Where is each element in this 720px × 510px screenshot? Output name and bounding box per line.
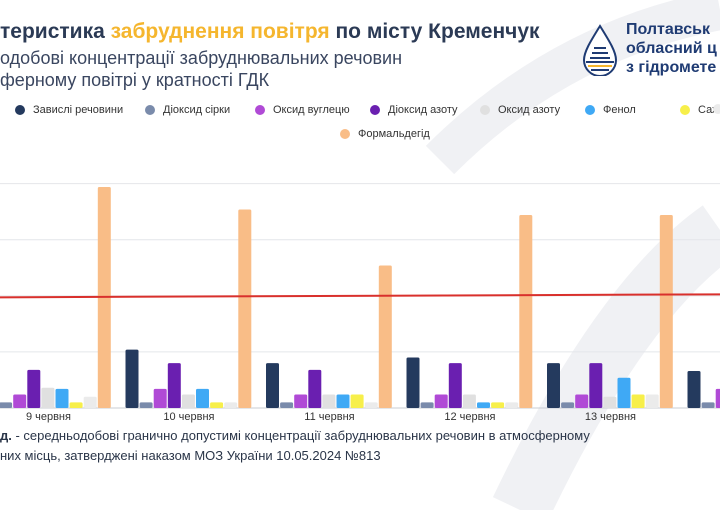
footnote-abbr: д. (0, 428, 12, 443)
limit-line (0, 293, 720, 299)
legend-swatch (145, 105, 155, 115)
subtitle-line-1: одобові концентрації забруднювальних реч… (0, 48, 403, 68)
bar-Оксид азоту (181, 394, 195, 408)
x-tick-label: 13 червня (585, 411, 636, 423)
bar-series-7 (364, 402, 378, 408)
org-name-line-1: Полтавськ (626, 21, 710, 38)
bar-Сажа (69, 402, 83, 408)
bar-Формальдегід (238, 209, 252, 408)
bar-Оксид вуглецю (434, 394, 448, 408)
bar-Діоксид азоту (167, 363, 181, 408)
legend-label: Оксид вуглецю (273, 104, 350, 116)
legend-item (713, 104, 720, 114)
bar-Діоксид сірки (561, 402, 575, 408)
x-tick-label: 10 червня (163, 411, 214, 423)
legend-label: Діоксид азоту (388, 104, 458, 116)
bar-Завислі речовини (266, 363, 279, 408)
bar-Діоксид азоту (27, 369, 41, 408)
legend-label: Діоксид сірки (163, 104, 231, 116)
org-block: Полтавськ обласний ц з гідромете (580, 20, 720, 90)
bar-Оксид вуглецю (575, 394, 589, 408)
page-title: теристика забруднення повітря по місту К… (0, 20, 540, 44)
legend-swatch (713, 104, 720, 114)
legend-swatch (370, 105, 380, 115)
legend-item: Оксид азоту (480, 104, 560, 116)
bar-series-7 (83, 396, 97, 408)
title-highlight: забруднення повітря (110, 20, 330, 43)
bar-Формальдегід (659, 215, 673, 408)
bar-Оксид азоту (322, 394, 336, 408)
bar-Діоксид сірки (280, 402, 294, 408)
bar-series-7 (224, 402, 238, 408)
hydromet-logo-icon (582, 24, 618, 76)
legend-swatch (585, 105, 595, 115)
title-prefix: теристика (0, 20, 105, 43)
legend-label: Оксид азоту (498, 104, 561, 116)
bar-Оксид азоту (41, 387, 55, 408)
bar-Формальдегід (378, 265, 392, 408)
x-tick-label: 12 червня (444, 411, 495, 423)
legend-swatch (15, 105, 25, 115)
chart-legend: Завислі речовини Діоксид сірки Оксид вугле… (0, 104, 720, 144)
bar-Фенол (55, 388, 69, 408)
legend-swatch (680, 105, 690, 115)
footnote-line-2: них місць, затверджені наказом МОЗ Украї… (0, 448, 381, 463)
org-name-line-3: з гідромете (626, 59, 717, 76)
bar-Сажа (631, 394, 645, 408)
legend-label: Формальдегід (358, 128, 430, 140)
x-tick-label: 11 червня (304, 411, 354, 423)
bar-Завислі речовини (547, 363, 560, 408)
bar-Фенол (477, 402, 490, 408)
org-name-line-2: обласний ц (626, 40, 717, 57)
bar-Діоксид азоту (589, 363, 603, 408)
legend-item: Формальдегід (340, 128, 430, 140)
legend-item: Фенол (585, 104, 636, 116)
bar-Фенол (196, 388, 209, 408)
bar-Оксид вуглецю (13, 394, 27, 408)
bar-Оксид вуглецю (153, 388, 167, 408)
bar-Фенол (336, 394, 350, 408)
page-subtitle: одобові концентрації забруднювальних реч… (0, 47, 430, 91)
bar-Оксид вуглецю (294, 394, 308, 408)
bar-Сажа (210, 402, 224, 408)
legend-swatch (480, 105, 490, 115)
bar-Діоксид сірки (420, 402, 434, 408)
legend-swatch (340, 129, 350, 139)
bar-Формальдегід (519, 215, 533, 408)
bar-Оксид азоту (603, 396, 617, 408)
bar-Фенол (617, 377, 631, 408)
bar-Завислі речовини (125, 349, 139, 408)
bar-Сажа (491, 402, 505, 408)
legend-swatch (255, 105, 265, 115)
bar-chart: 9 червня 10 червня 11 червня 12 червня 13 че… (0, 183, 720, 423)
legend-item: Діоксид сірки (145, 104, 230, 116)
legend-label: Фенол (603, 104, 636, 116)
legend-label: Завислі речовини (33, 104, 124, 116)
x-tick-label: 9 червня (26, 411, 71, 423)
footnote-line-1: - середньодобові гранично допустимі конц… (11, 428, 590, 443)
bar-series-7 (505, 402, 519, 408)
bar-Оксид азоту (462, 394, 476, 408)
bar-Діоксид азоту (308, 369, 322, 408)
title-suffix: по місту Кременчук (335, 20, 540, 43)
legend-item: Діоксид азоту (370, 104, 458, 116)
bar-Завислі речовини (687, 370, 701, 408)
footnote: д. - середньодобові гранично допустимі к… (0, 426, 720, 466)
bar-Діоксид сірки (0, 402, 13, 408)
bar-Завислі речовини (406, 357, 420, 408)
bar-Діоксид сірки (701, 402, 715, 408)
legend-item: Оксид вуглецю (255, 104, 350, 116)
subtitle-line-2: ферному повітрі у кратності ГДК (0, 70, 270, 90)
bar-Сажа (350, 394, 364, 408)
legend-item: Завислі речовини (15, 104, 123, 116)
bar-Діоксид сірки (139, 402, 153, 408)
bar-series-7 (645, 394, 659, 408)
bar-Діоксид азоту (448, 363, 462, 408)
bar-Оксид вуглецю (715, 388, 720, 408)
